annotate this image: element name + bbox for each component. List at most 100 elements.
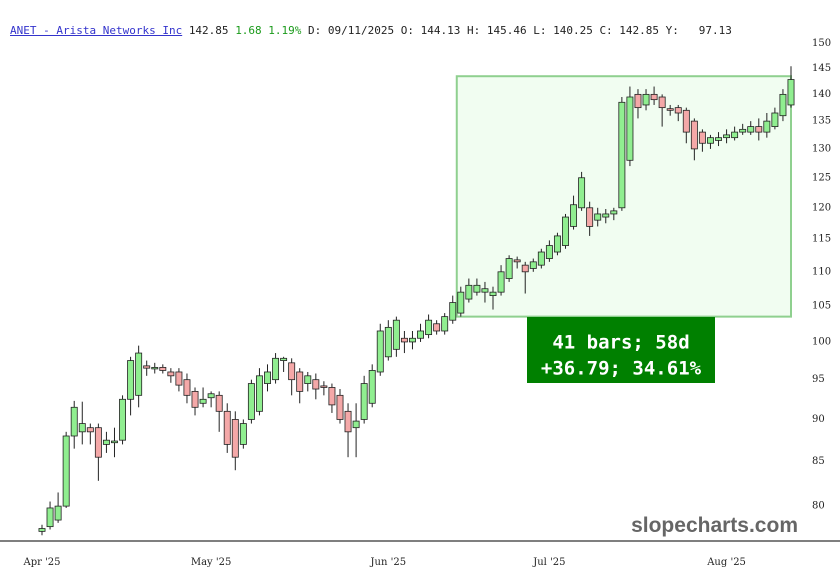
candle-body [570,204,578,227]
candle-body [143,365,151,369]
symbol-link[interactable]: ANET - Arista Networks Inc [10,24,183,37]
candle-body [328,387,336,406]
candle-body [586,207,594,227]
candle-body [594,213,602,221]
candle-body [368,370,376,404]
candle-body [223,410,231,445]
candle-body [384,326,392,358]
candle-body [521,264,529,273]
candle-body [417,330,424,339]
candle-body [602,213,610,218]
candle-body [505,258,513,279]
candle-body [94,427,102,458]
candle-body [747,126,755,133]
candle-body [239,423,247,445]
candle-body [54,505,62,521]
y-tick-label: 85 [812,456,825,467]
candle-body [231,419,239,458]
candle-body [513,259,521,263]
change: 1.68 1.19% [235,24,302,37]
stats: D: 09/11/2025 O: 144.13 H: 145.46 L: 140… [308,24,732,37]
y-tick-label: 115 [812,234,831,245]
y-tick-label: 95 [812,374,825,385]
y-tick-label: 100 [812,336,831,347]
y-tick-label: 105 [812,301,831,312]
y-tick-label: 125 [812,172,831,183]
candle-body [111,440,118,444]
y-tick-label: 90 [812,414,825,425]
candle-body [562,216,569,246]
candle-body [787,79,795,106]
candle-body [731,131,739,139]
candle-body [159,366,167,371]
candle-body [715,137,722,141]
candle-body [433,323,441,332]
candle-body [626,96,634,161]
candle-body [175,371,183,386]
candle-body [376,330,384,373]
candle-body [457,291,465,314]
watermark: slopecharts.com [631,514,798,537]
y-tick-label: 80 [812,501,825,512]
candle-body [183,379,191,396]
x-tick-label: May '25 [191,557,232,568]
candle-body [344,410,352,433]
candle-body [320,385,328,388]
candle-body [86,427,94,433]
candle-body [38,528,46,532]
candle-body [465,284,473,300]
candle-body [634,93,642,109]
candle-body [723,134,731,139]
candle-body [578,177,586,209]
y-tick-label: 110 [812,266,831,277]
candle-body [449,302,457,321]
header: ANET - Arista Networks Inc 142.85 1.68 1… [10,24,732,37]
candle-body [618,101,626,209]
candle-body [191,390,199,408]
candle-body [473,284,481,293]
candle-body [288,362,296,381]
candle-body [127,360,135,400]
candle-body [70,406,78,437]
candle-body [481,288,489,293]
candle-body [739,128,747,133]
candle-body [658,96,666,109]
candle-body [553,235,561,253]
candle-body [489,291,497,297]
candle-body [336,394,344,420]
x-tick-label: Aug '25 [706,557,746,568]
x-tick-label: Apr '25 [22,557,60,568]
candle-body [674,107,682,114]
candle-body [264,371,271,384]
candle-body [707,137,714,144]
candle-body [698,131,706,144]
y-tick-label: 120 [812,202,831,213]
y-tick-label: 150 [812,38,831,49]
x-tick-label: Jul '25 [532,557,565,568]
candle-body [409,337,416,343]
annotation-box [527,317,715,383]
annotation-text: 41 bars; 58d [552,332,689,354]
y-tick-label: 130 [812,143,831,154]
candle-body [280,357,288,361]
candle-body [650,93,658,101]
y-tick-label: 135 [812,116,831,127]
candle-body [272,357,280,381]
candle-body [102,439,110,445]
last-price: 142.85 [188,24,229,37]
y-tick-label: 145 [812,63,831,74]
candle-body [537,251,545,266]
candle-body [119,398,126,441]
candle-body [46,507,54,528]
candle-body [215,394,223,412]
candle-body [62,435,70,507]
candle-body [755,126,763,133]
candle-body [312,379,320,390]
candle-body [352,420,360,429]
candle-body [135,352,143,396]
candle-body [255,375,263,412]
candle-body [529,261,537,269]
candle-body [400,337,408,343]
